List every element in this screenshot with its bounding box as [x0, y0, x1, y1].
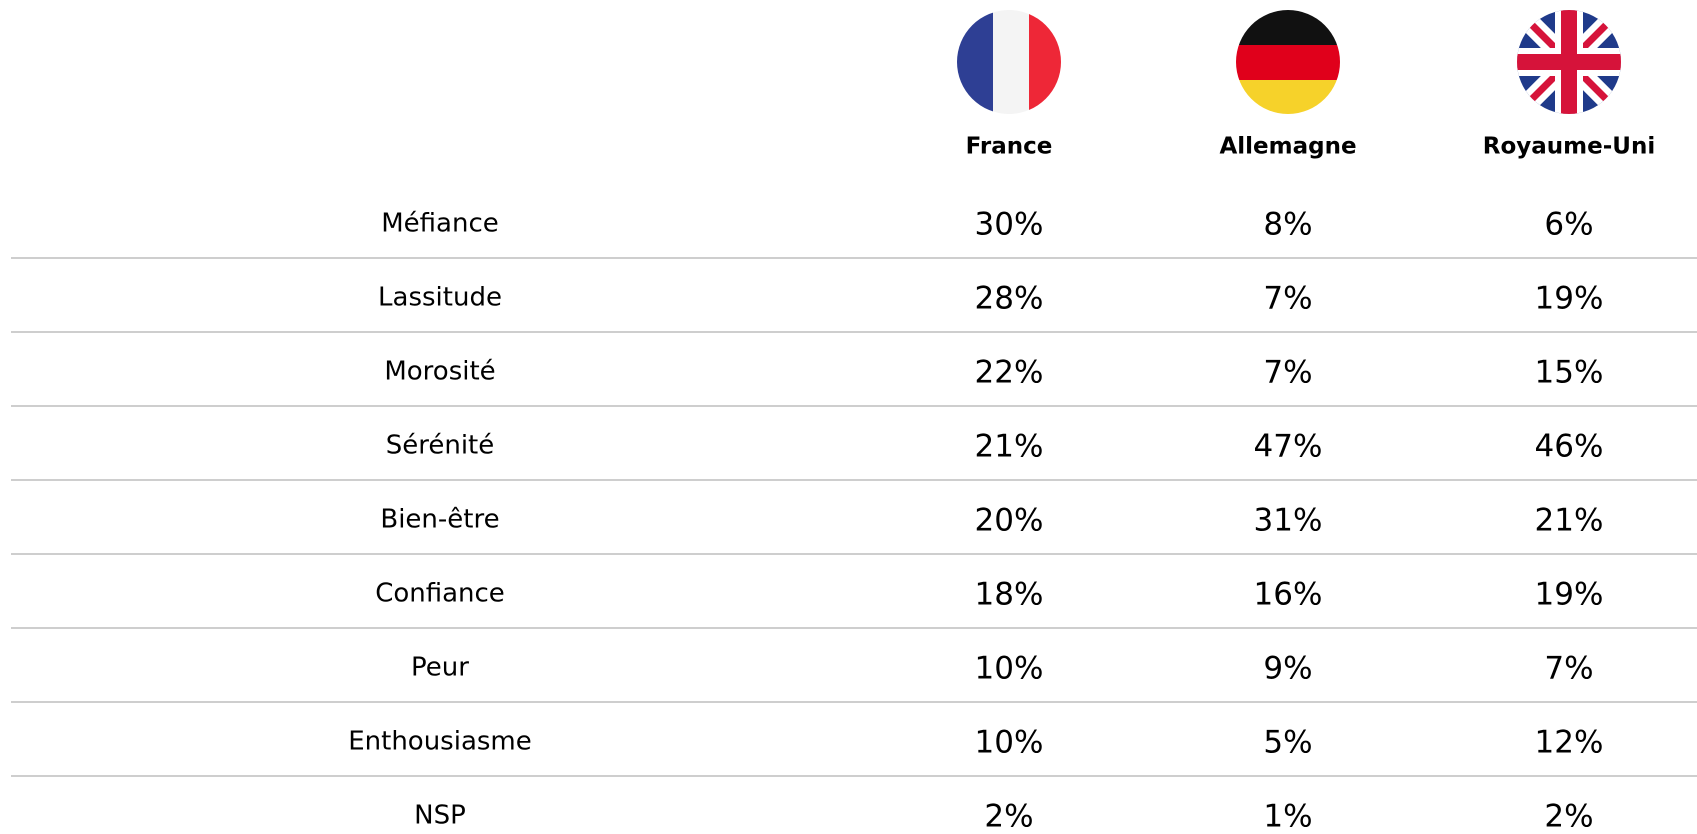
cell: 2% [984, 799, 1033, 834]
cell: 7% [1263, 355, 1312, 391]
row-label: Enthousiasme [348, 727, 532, 757]
cell: 10% [975, 725, 1044, 761]
cell: 15% [1535, 355, 1604, 391]
cell: 16% [1254, 577, 1323, 613]
row-label: Lassitude [378, 283, 502, 313]
row-label: NSP [414, 801, 466, 831]
flag-france [957, 10, 1061, 114]
cell: 30% [975, 207, 1044, 243]
cell: 7% [1544, 651, 1593, 687]
cell: 5% [1263, 725, 1312, 761]
cell: 22% [975, 355, 1044, 391]
cell: 28% [975, 281, 1044, 317]
column-header: Royaume-Uni [1483, 134, 1655, 160]
cell: 19% [1535, 577, 1604, 613]
cell: 8% [1263, 207, 1312, 243]
column-header: Allemagne [1219, 134, 1356, 160]
row-label: Morosité [384, 357, 495, 387]
cell: 1% [1263, 799, 1312, 834]
row-label: Méfiance [381, 209, 499, 239]
cell: 19% [1535, 281, 1604, 317]
cell: 9% [1263, 651, 1312, 687]
cell: 46% [1535, 429, 1604, 465]
row-label: Sérénité [386, 431, 495, 461]
cell: 47% [1254, 429, 1323, 465]
cell: 12% [1535, 725, 1604, 761]
flag-uk [1517, 10, 1621, 114]
flag-germany [1236, 10, 1340, 114]
cell: 18% [975, 577, 1044, 613]
cell: 21% [975, 429, 1044, 465]
column-header: France [966, 134, 1053, 160]
row-label: Confiance [375, 579, 505, 609]
row-label: Bien-être [380, 505, 499, 535]
cell: 20% [975, 503, 1044, 539]
cell: 31% [1254, 503, 1323, 539]
cell: 21% [1535, 503, 1604, 539]
cell: 2% [1544, 799, 1593, 834]
cell: 7% [1263, 281, 1312, 317]
cell: 6% [1544, 207, 1593, 243]
cell: 10% [975, 651, 1044, 687]
row-label: Peur [411, 653, 469, 683]
